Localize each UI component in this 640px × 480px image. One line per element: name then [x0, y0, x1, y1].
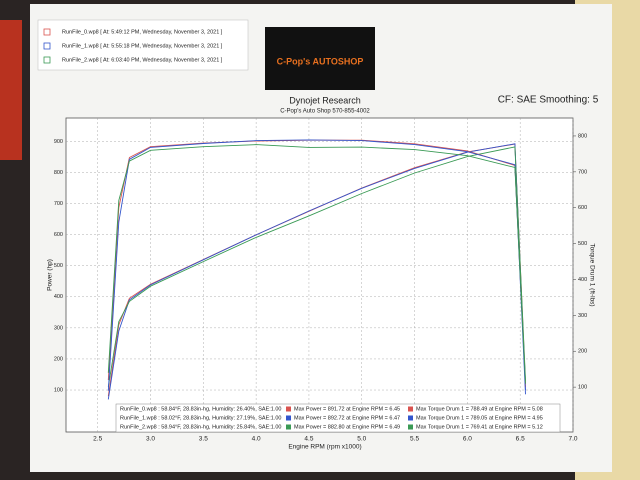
- y-tick-label: 300: [54, 325, 63, 331]
- file-swatch: [43, 42, 51, 50]
- y-tick-label: 900: [54, 139, 63, 145]
- red-edge: [0, 20, 22, 160]
- y-axis-label: Power (hp): [47, 259, 54, 291]
- y-tick-label: 500: [54, 263, 63, 269]
- run-max-power: Max Power = 892.72 at Engine RPM = 6.47: [294, 415, 400, 421]
- file-swatch: [43, 28, 51, 36]
- chart-subtitle: C-Pop's Auto Shop 570-855-4002: [280, 109, 370, 115]
- x-tick-label: 5.5: [410, 436, 419, 443]
- series-line: [107, 139, 526, 395]
- run-max-power: Max Power = 891.72 at Engine RPM = 6.45: [294, 406, 400, 412]
- file-label: RunFile_0.wp8 [ At: 5:49:12 PM, Wednesda…: [62, 29, 223, 35]
- x-tick-label: 6.5: [516, 436, 525, 443]
- y-tick-label: 200: [54, 356, 63, 362]
- file-label: RunFile_2.wp8 [ At: 6:03:40 PM, Wednesda…: [62, 57, 223, 63]
- logo: [265, 27, 375, 90]
- series-line: [107, 144, 526, 384]
- chart-title: Dynojet Research: [289, 95, 361, 105]
- run-swatch: [408, 406, 413, 412]
- y2-tick-label: 600: [578, 205, 587, 211]
- run-swatch: [286, 424, 291, 430]
- x-axis-label: Engine RPM (rpm x1000): [288, 444, 361, 451]
- x-tick-label: 3.5: [199, 436, 208, 443]
- file-label: RunFile_1.wp8 [ At: 5:55:18 PM, Wednesda…: [62, 43, 223, 49]
- corner-note: CF: SAE Smoothing: 5: [498, 95, 599, 106]
- run-max-torque: Max Torque Drum 1 = 788.49 at Engine RPM…: [416, 406, 543, 412]
- x-tick-label: 7.0: [568, 436, 577, 443]
- y2-tick-label: 800: [578, 133, 587, 139]
- run-swatch: [408, 424, 413, 430]
- x-tick-label: 2.5: [93, 436, 102, 443]
- y2-tick-label: 700: [578, 169, 587, 175]
- y-tick-label: 600: [54, 232, 63, 238]
- y2-tick-label: 300: [578, 313, 587, 319]
- y2-tick-label: 500: [578, 241, 587, 247]
- y-tick-label: 400: [54, 294, 63, 300]
- y2-tick-label: 400: [578, 277, 587, 283]
- y-tick-label: 100: [54, 387, 63, 393]
- series-line: [107, 146, 526, 387]
- plot-area: [65, 117, 574, 433]
- run-conditions: RunFile_0.wp8 : 58.84°F, 28.83in-hg, Hum…: [120, 406, 282, 412]
- file-swatch: [43, 56, 51, 64]
- run-swatch: [286, 415, 291, 421]
- run-table: [115, 403, 561, 433]
- y2-tick-label: 200: [578, 349, 587, 355]
- file-box: [37, 19, 249, 71]
- run-max-torque: Max Torque Drum 1 = 789.05 at Engine RPM…: [416, 415, 543, 421]
- y-tick-label: 700: [54, 201, 63, 207]
- x-tick-label: 3.0: [146, 436, 155, 443]
- run-conditions: RunFile_2.wp8 : 58.94°F, 28.83in-hg, Hum…: [120, 424, 282, 430]
- x-tick-label: 5.0: [357, 436, 366, 443]
- run-max-power: Max Power = 882.80 at Engine RPM = 6.49: [294, 424, 400, 430]
- y-tick-label: 800: [54, 170, 63, 176]
- run-max-torque: Max Torque Drum 1 = 769.41 at Engine RPM…: [416, 424, 543, 430]
- run-conditions: RunFile_1.wp8 : 58.02°F, 28.83in-hg, Hum…: [120, 415, 282, 421]
- y2-axis-label: Torque Drum 1 (ft-lbs): [588, 243, 595, 306]
- x-tick-label: 6.0: [463, 436, 472, 443]
- run-swatch: [286, 406, 291, 412]
- run-swatch: [408, 415, 413, 421]
- x-tick-label: 4.0: [252, 436, 261, 443]
- y2-tick-label: 100: [578, 385, 587, 391]
- x-tick-label: 4.5: [304, 436, 313, 443]
- logo-text: C-Pop's AUTOSHOP: [277, 56, 364, 66]
